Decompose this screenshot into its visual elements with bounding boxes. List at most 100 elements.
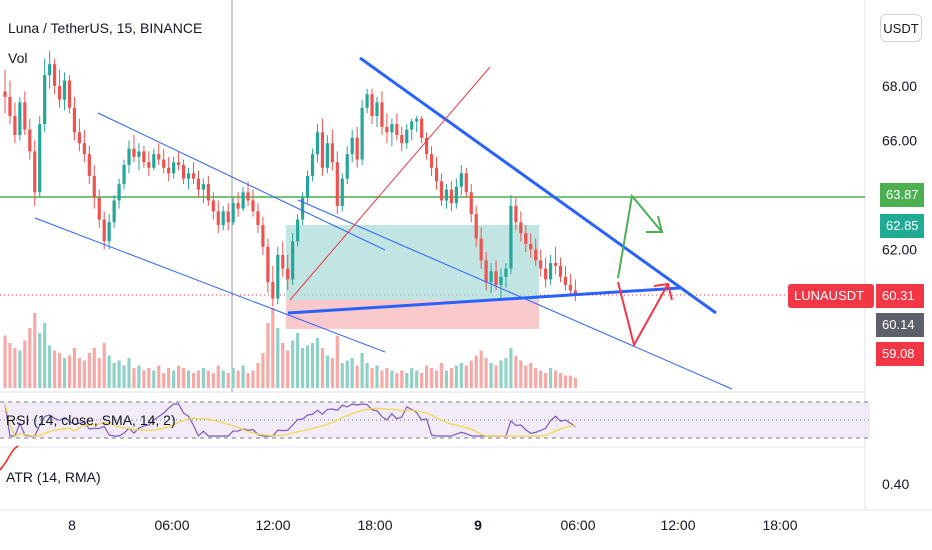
candle-body	[107, 222, 111, 242]
volume-bar	[157, 365, 161, 388]
volume-bar	[335, 335, 339, 388]
candle-body	[395, 124, 399, 136]
volume-bar	[261, 353, 265, 388]
candle-body	[241, 192, 245, 209]
candle-body	[573, 290, 577, 296]
candle-body	[231, 203, 235, 223]
candle-body	[57, 86, 62, 100]
rsi-label: RSI (14, close, SMA, 14, 2)	[6, 412, 176, 428]
candle-body	[137, 151, 141, 157]
volume-bar	[28, 328, 32, 388]
volume-bar	[529, 363, 533, 388]
symbol-name-tag: LUNAUSDT	[788, 284, 874, 308]
price-tick-label: 68.00	[882, 78, 917, 94]
volume-bar	[573, 378, 577, 388]
candle-body	[301, 197, 305, 220]
candle-body	[256, 211, 260, 225]
red-trendline	[289, 66, 491, 301]
candle-body	[291, 241, 295, 280]
candle-body	[77, 132, 81, 144]
candle-body	[13, 115, 17, 136]
volume-bar	[340, 363, 344, 388]
candle-body	[390, 124, 394, 133]
candle-body	[375, 102, 379, 116]
volume-bar	[102, 343, 106, 388]
volume-bar	[509, 348, 513, 388]
volume-bar	[360, 353, 364, 388]
candle-body	[454, 186, 458, 204]
volume-bar	[484, 358, 488, 388]
candle-body	[251, 200, 255, 212]
candle-body	[53, 64, 57, 86]
volume-bar	[196, 370, 201, 388]
candle-body	[499, 276, 503, 285]
volume-bar	[23, 340, 27, 388]
candle-body	[117, 184, 121, 201]
volume-bar	[479, 350, 483, 388]
candle-body	[405, 129, 409, 144]
volume-bar	[162, 373, 166, 388]
volume-bar	[310, 343, 315, 388]
volume-bar	[266, 323, 270, 388]
candle-body	[122, 165, 126, 185]
volume-bar	[62, 358, 67, 388]
volume-bar	[434, 370, 439, 388]
candle-body	[286, 268, 290, 280]
candle-body	[226, 211, 230, 223]
volume-bar	[568, 375, 573, 388]
volume-bar	[142, 370, 146, 388]
volume-bar	[380, 370, 384, 388]
candle-body	[127, 148, 131, 166]
volume-bar	[370, 368, 374, 388]
candle-body	[464, 173, 468, 193]
volume-bar	[177, 365, 181, 388]
price-tag-green-box: 62.85	[880, 214, 924, 238]
volume-bar	[519, 360, 523, 388]
volume-bar	[112, 363, 116, 388]
volume-bar	[172, 370, 176, 388]
candle-body	[420, 118, 424, 138]
candle-body	[276, 254, 280, 299]
red-projection-path	[617, 281, 669, 348]
candle-body	[320, 132, 325, 168]
candle-body	[415, 118, 419, 122]
volume-bar	[246, 373, 250, 388]
candle-body	[439, 181, 444, 201]
volume-bar	[444, 370, 449, 388]
candle-body	[261, 224, 265, 247]
candle-body	[191, 173, 196, 179]
candle-body	[97, 197, 101, 220]
volume-bar	[325, 355, 329, 388]
candle-body	[469, 192, 473, 215]
volume-bar	[449, 368, 453, 388]
green-arrow-head	[646, 215, 664, 233]
candle-body	[162, 159, 166, 168]
volume-bar	[231, 368, 235, 388]
currency-button[interactable]: USDT	[880, 14, 922, 42]
candle-body	[444, 189, 449, 201]
volume-bar	[474, 355, 478, 388]
time-tick-label: 9	[474, 517, 482, 533]
atr-axis-value: 0.40	[882, 476, 909, 492]
candle-body	[28, 129, 32, 152]
candle-body	[246, 192, 250, 201]
red-arrow-head	[653, 282, 673, 301]
atr-label: ATR (14, RMA)	[6, 469, 101, 485]
volume-bar	[38, 333, 42, 388]
volume-bar	[286, 350, 290, 388]
volume-bar	[43, 323, 47, 388]
volume-bar	[53, 350, 57, 388]
candle-body	[380, 102, 384, 127]
candle-body	[494, 271, 498, 285]
candle-body	[549, 263, 553, 280]
price-tag-red: 59.08	[876, 342, 924, 366]
volume-bar	[77, 358, 81, 388]
candle-body	[152, 154, 156, 168]
rsi-ma-line	[4, 403, 576, 437]
rsi-line	[4, 403, 576, 438]
volume-bar	[132, 368, 136, 388]
volume-bar	[221, 370, 225, 388]
candle-body	[196, 178, 201, 190]
candle-body	[8, 96, 12, 116]
